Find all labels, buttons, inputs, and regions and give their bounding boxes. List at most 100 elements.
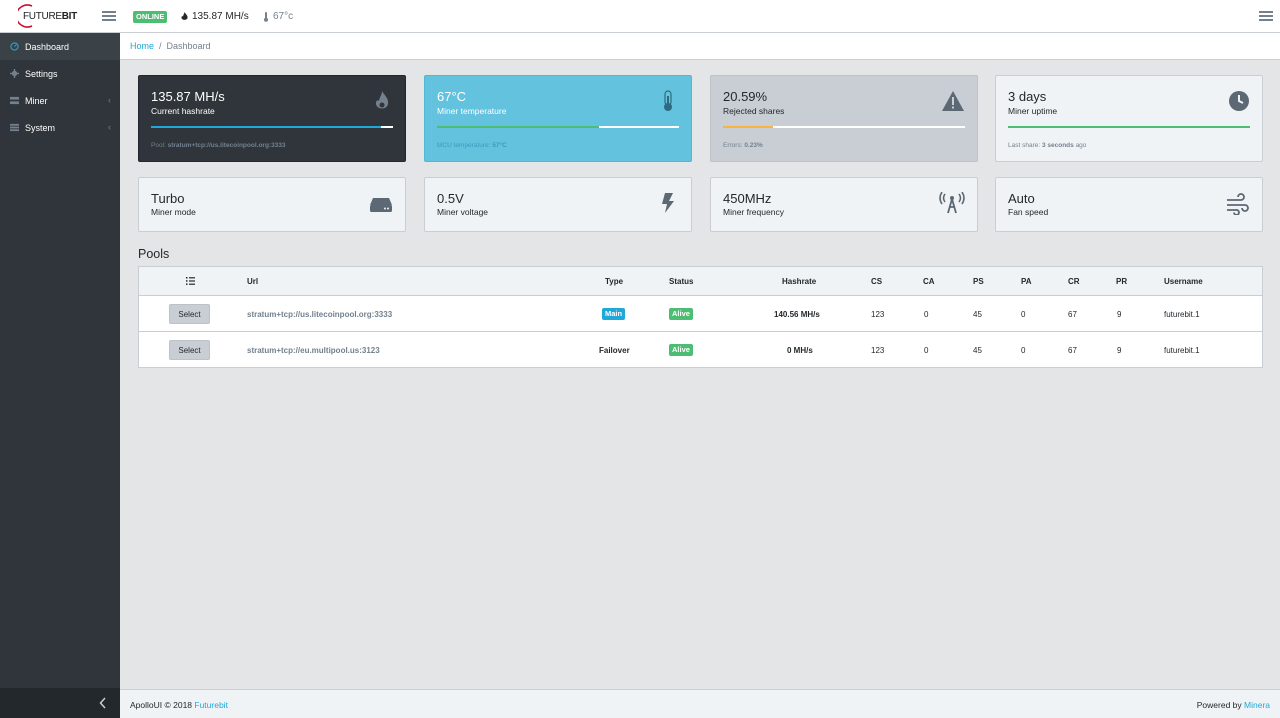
pool-type-badge: Main bbox=[602, 308, 626, 320]
fan-speed-card: Auto Fan speed bbox=[995, 177, 1263, 232]
card-label: Miner mode bbox=[151, 207, 196, 217]
pool-status-badge: Alive bbox=[669, 344, 693, 356]
col-pr[interactable]: PR bbox=[1116, 277, 1128, 286]
card-label: Fan speed bbox=[1008, 207, 1049, 217]
pool-cs: 123 bbox=[871, 346, 885, 355]
col-status[interactable]: Status bbox=[669, 277, 694, 286]
miner-voltage-card: 0.5V Miner voltage bbox=[424, 177, 692, 232]
pools-title: Pools bbox=[138, 247, 170, 261]
card-value: Turbo bbox=[151, 191, 185, 206]
col-url[interactable]: Url bbox=[247, 277, 259, 286]
pool-ca: 0 bbox=[924, 310, 929, 319]
sidebar-item-label: Dashboard bbox=[25, 41, 70, 52]
col-pa[interactable]: PA bbox=[1021, 277, 1032, 286]
col-username[interactable]: Username bbox=[1164, 277, 1203, 286]
pool-type: Failover bbox=[599, 346, 630, 355]
uptime-card: 3 days Miner uptime Last share: 3 second… bbox=[995, 75, 1263, 162]
col-ps[interactable]: PS bbox=[973, 277, 984, 286]
pool-hashrate: 140.56 MH/s bbox=[774, 310, 820, 319]
header-hashrate-value: 135.87 MH/s bbox=[192, 11, 249, 22]
footer-powered-by: Powered by Minera bbox=[1196, 700, 1270, 710]
temperature-card: 67°C Miner temperature MCU temperature: … bbox=[424, 75, 692, 162]
flame-icon bbox=[375, 91, 389, 109]
clock-icon bbox=[1229, 91, 1249, 111]
pools-table: Url Type Status Hashrate CS CA PS PA CR … bbox=[138, 266, 1263, 368]
sidebar-minimizer[interactable] bbox=[0, 688, 120, 718]
col-cs[interactable]: CS bbox=[871, 277, 883, 286]
card-value: 20.59% bbox=[723, 89, 768, 104]
sidebar-item-settings[interactable]: Settings bbox=[0, 60, 120, 87]
pool-pa: 0 bbox=[1021, 346, 1026, 355]
card-footer: Last share: 3 seconds ago bbox=[1008, 142, 1087, 149]
card-footer: Errors: 0.23% bbox=[723, 142, 763, 149]
pool-username: futurebit.1 bbox=[1164, 310, 1200, 319]
miner-mode-card: Turbo Miner mode bbox=[138, 177, 406, 232]
col-cr[interactable]: CR bbox=[1068, 277, 1080, 286]
card-label: Miner temperature bbox=[437, 106, 507, 116]
pool-cr: 67 bbox=[1068, 310, 1077, 319]
warning-icon bbox=[942, 91, 964, 111]
bolt-icon bbox=[662, 193, 674, 213]
progress-fill bbox=[151, 126, 381, 128]
breadcrumb-home-link[interactable]: Home bbox=[130, 41, 155, 51]
progress-fill bbox=[723, 126, 773, 128]
pool-ca: 0 bbox=[924, 346, 929, 355]
col-ca[interactable]: CA bbox=[923, 277, 935, 286]
aside-menu-toggle-button[interactable] bbox=[1259, 11, 1273, 21]
pool-status-badge: Alive bbox=[669, 308, 693, 320]
sidebar-item-dashboard[interactable]: Dashboard bbox=[0, 33, 120, 60]
card-label: Current hashrate bbox=[151, 106, 215, 116]
card-label: Miner uptime bbox=[1008, 106, 1058, 116]
card-footer: MCU temperature: 57°C bbox=[437, 142, 507, 149]
pool-pr: 9 bbox=[1117, 346, 1122, 355]
wind-icon bbox=[1227, 193, 1249, 215]
pool-pa: 0 bbox=[1021, 310, 1026, 319]
card-value: 0.5V bbox=[437, 191, 464, 206]
futurebit-logo[interactable]: FUTUREBIT bbox=[18, 3, 92, 29]
col-hashrate[interactable]: Hashrate bbox=[782, 277, 817, 286]
header-temperature-value: 67°c bbox=[273, 11, 294, 22]
table-header: Url Type Status Hashrate CS CA PS PA CR … bbox=[139, 267, 1262, 296]
card-value: Auto bbox=[1008, 191, 1035, 206]
breadcrumb-current: Dashboard bbox=[166, 41, 211, 51]
hashrate-card: 135.87 MH/s Current hashrate Pool: strat… bbox=[138, 75, 406, 162]
footer: ApolloUI © 2018 Futurebit Powered by Min… bbox=[120, 689, 1280, 718]
pool-ps: 45 bbox=[973, 346, 982, 355]
list-ordered-icon bbox=[186, 277, 195, 285]
progress-fill bbox=[1008, 126, 1250, 128]
logo-ring-icon bbox=[18, 4, 33, 28]
server-icon bbox=[10, 96, 19, 105]
table-row: Select stratum+tcp://eu.multipool.us:312… bbox=[139, 332, 1262, 368]
gear-icon bbox=[10, 69, 19, 78]
logo-text: FUTUREBIT bbox=[23, 11, 77, 22]
online-status-badge: ONLINE bbox=[133, 11, 168, 23]
col-type[interactable]: Type bbox=[605, 277, 624, 286]
top-header: FUTUREBIT ONLINE 135.87 MH/s 67°c bbox=[0, 0, 1280, 33]
footer-copyright: ApolloUI © 2018 Futurebit bbox=[130, 700, 228, 710]
select-pool-button[interactable]: Select bbox=[169, 304, 210, 324]
sidebar-item-miner[interactable]: Miner ‹ bbox=[0, 87, 120, 114]
miner-frequency-card: 450MHz Miner frequency bbox=[710, 177, 978, 232]
header-temperature: 67°c bbox=[263, 11, 293, 22]
pool-ps: 45 bbox=[973, 310, 982, 319]
speedometer-icon bbox=[10, 42, 19, 51]
chevron-left-icon bbox=[99, 697, 106, 709]
select-pool-button[interactable]: Select bbox=[169, 340, 210, 360]
sidebar-item-label: Miner bbox=[25, 95, 48, 106]
breadcrumb: Home / Dashboard bbox=[120, 33, 1280, 60]
sidebar-toggle-button[interactable] bbox=[102, 11, 116, 21]
hashrate-progress bbox=[151, 126, 393, 128]
card-value: 67°C bbox=[437, 89, 467, 104]
uptime-progress bbox=[1008, 126, 1250, 128]
minera-link[interactable]: Minera bbox=[1244, 700, 1270, 710]
sidebar: Dashboard Settings Miner ‹ System ‹ bbox=[0, 33, 120, 718]
card-label: Rejected shares bbox=[723, 106, 785, 116]
pool-hashrate: 0 MH/s bbox=[787, 346, 813, 355]
sidebar-item-system[interactable]: System ‹ bbox=[0, 114, 120, 141]
card-footer: Pool: stratum+tcp://us.litecoinpool.org:… bbox=[151, 142, 286, 149]
chevron-left-icon: ‹ bbox=[108, 122, 111, 132]
pool-username: futurebit.1 bbox=[1164, 346, 1200, 355]
card-value: 135.87 MH/s bbox=[151, 89, 225, 104]
pool-url: stratum+tcp://us.litecoinpool.org:3333 bbox=[247, 310, 393, 319]
futurebit-link[interactable]: Futurebit bbox=[194, 700, 228, 710]
